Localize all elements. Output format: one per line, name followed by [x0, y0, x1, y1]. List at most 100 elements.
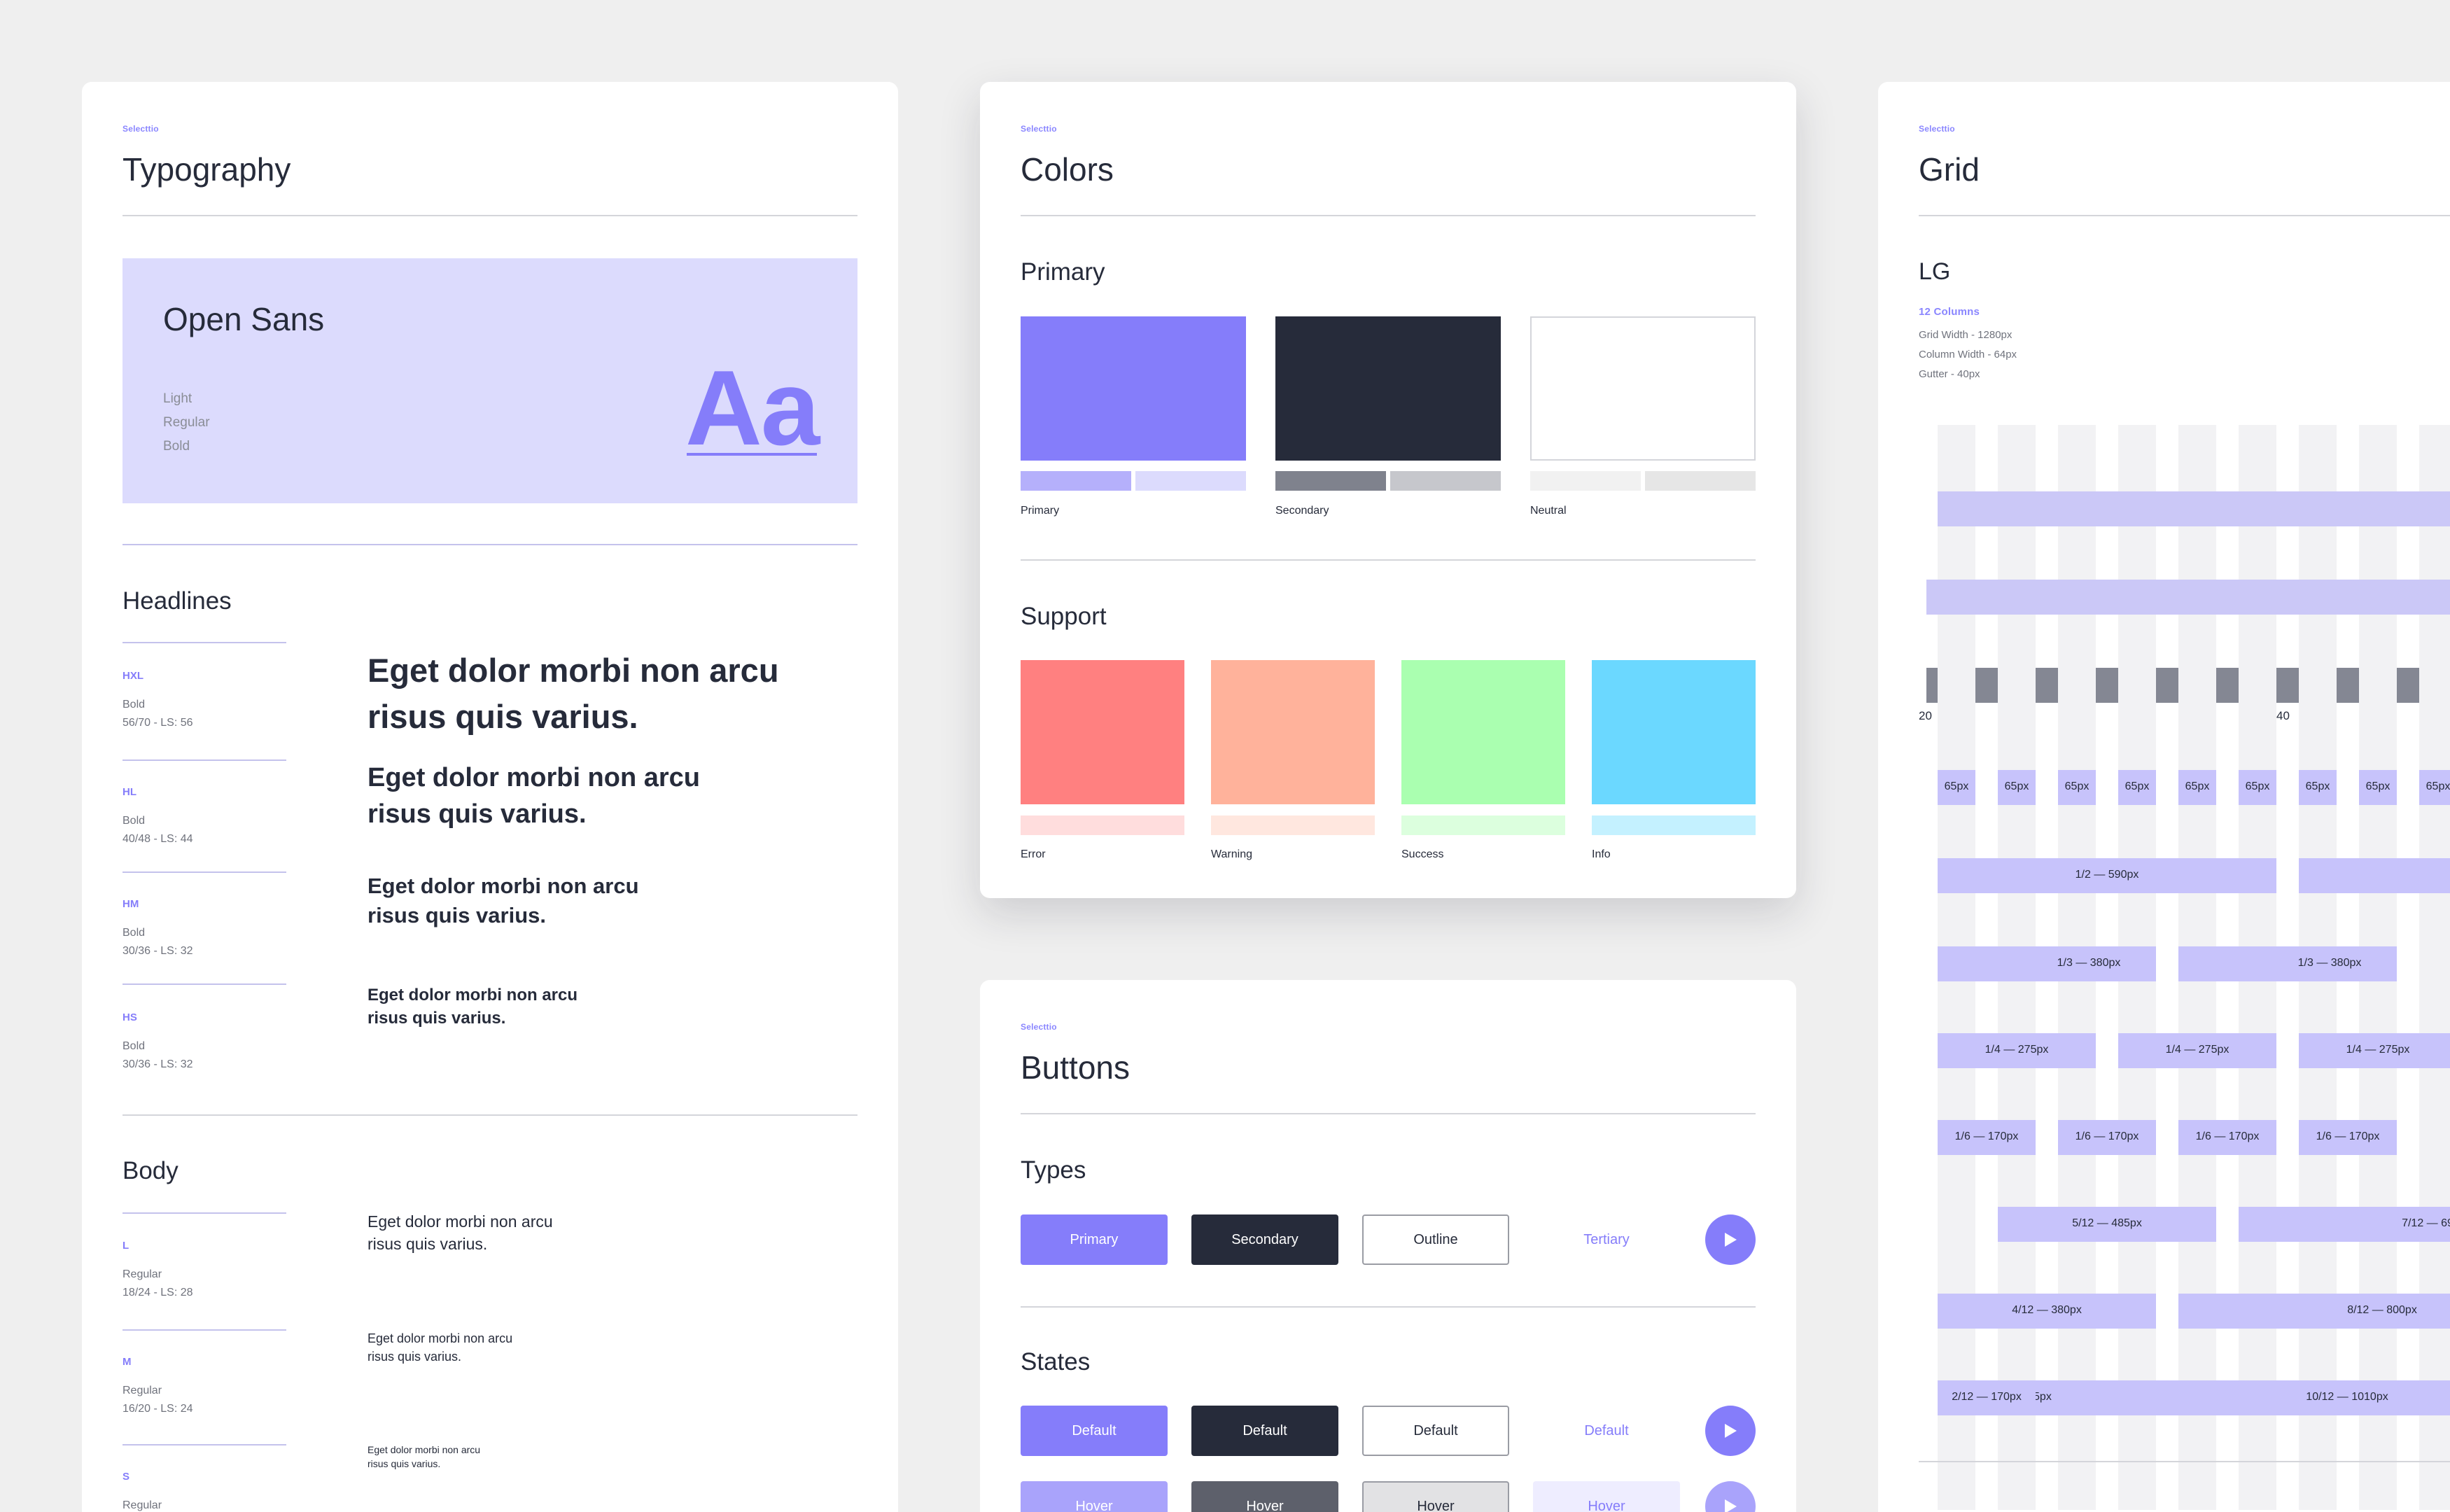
grid-marker-label: 20: [1919, 709, 1932, 722]
breakpoint-title: LG: [1919, 258, 1951, 285]
style-weight: Bold: [122, 927, 146, 939]
outline-button-hover[interactable]: Hover: [1362, 1481, 1509, 1512]
sample-hs: Eget dolor morbi non arcu risus quis var…: [368, 983, 578, 1030]
tint-primary-2: [1135, 471, 1246, 491]
gutter-width: Gutter - 40px: [1919, 368, 1980, 380]
grid-col-label: 65px: [2004, 780, 2029, 792]
grid-sixth: [2299, 1120, 2397, 1155]
divider: [122, 1212, 286, 1214]
primary-button-default[interactable]: Default: [1021, 1406, 1168, 1456]
secondary-button[interactable]: Secondary: [1191, 1214, 1338, 1265]
divider: [122, 215, 858, 216]
grid-10-12: [2058, 1380, 2450, 1415]
grid-gutter-marker: [2397, 668, 2419, 703]
grid-sixth: [1938, 1120, 2036, 1155]
grid-gutter-marker: [2036, 668, 2058, 703]
brand-label: Selecttio: [122, 124, 159, 134]
types-title: Types: [1021, 1156, 1086, 1184]
tertiary-button-default[interactable]: Default: [1584, 1422, 1629, 1438]
style-weight: Regular: [122, 1499, 162, 1511]
sample-line: Eget dolor morbi non arcu: [368, 1212, 553, 1231]
secondary-button-hover[interactable]: Hover: [1191, 1481, 1338, 1512]
primary-button-hover[interactable]: Hover: [1021, 1481, 1168, 1512]
play-button-hover[interactable]: [1705, 1481, 1756, 1512]
divider: [1021, 1306, 1756, 1308]
tint-success: [1401, 816, 1565, 835]
sample-line: risus quis varius.: [368, 903, 546, 927]
grid-columns-visual: 1/1 — 1280px1/1 — 1320px204065px65px65px…: [1878, 82, 2450, 1512]
colors-card: Selecttio Colors Primary Primary Seconda…: [980, 82, 1796, 898]
outline-button-default[interactable]: Default: [1362, 1406, 1509, 1456]
sample-line: risus quis varius.: [368, 1009, 506, 1028]
divider: [122, 760, 286, 761]
sample-body-l: Eget dolor morbi non arcu risus quis var…: [368, 1210, 553, 1255]
grid-col-cell: [2359, 770, 2397, 805]
divider: [122, 1444, 286, 1446]
style-code-hl: HL: [122, 786, 136, 798]
grid-quarter: [2118, 1033, 2276, 1068]
grid-col-cell: [2239, 770, 2276, 805]
tint-secondary-1: [1275, 471, 1386, 491]
grid-4-12: [1938, 1294, 2156, 1329]
grid-col-cell: [2058, 770, 2096, 805]
tertiary-button-hover[interactable]: Hover: [1533, 1481, 1680, 1512]
divider: [1919, 215, 2450, 216]
grid-gutter-marker: [2156, 668, 2178, 703]
grid-quarter-label: 1/4 — 275px: [2346, 1044, 2410, 1056]
style-weight: Regular: [122, 1268, 162, 1280]
style-metrics: 16/20 - LS: 24: [122, 1403, 193, 1415]
grid-col-label: 65px: [2305, 780, 2330, 792]
grid-quarter: [2299, 1033, 2450, 1068]
swatch-success: [1401, 660, 1565, 804]
style-metrics: 56/70 - LS: 56: [122, 717, 193, 729]
play-icon: [1725, 1424, 1737, 1438]
outline-button[interactable]: Outline: [1362, 1214, 1509, 1265]
tint-info: [1592, 816, 1756, 835]
style-code-hs: HS: [122, 1011, 137, 1023]
play-button-default[interactable]: [1705, 1406, 1756, 1456]
divider: [122, 872, 286, 873]
sample-line: Eget dolor morbi non arcu: [368, 652, 779, 689]
divider: [1021, 215, 1756, 216]
brand-label: Selecttio: [1021, 124, 1057, 134]
style-code-l: L: [122, 1240, 130, 1252]
tint-primary-1: [1021, 471, 1131, 491]
secondary-button-default[interactable]: Default: [1191, 1406, 1338, 1456]
swatch-secondary: [1275, 316, 1501, 461]
tertiary-button[interactable]: Tertiary: [1583, 1231, 1630, 1247]
grid-col-cell: [2178, 770, 2216, 805]
states-title: States: [1021, 1348, 1091, 1376]
swatch-label-secondary: Secondary: [1275, 505, 1329, 517]
swatch-label-primary: Primary: [1021, 505, 1060, 517]
grid-gutter-marker: [2276, 668, 2299, 703]
brand-label: Selecttio: [1021, 1022, 1057, 1032]
grid-col-label: 65px: [1944, 780, 1969, 792]
style-weight: Regular: [122, 1385, 162, 1396]
swatch-label-error: Error: [1021, 848, 1046, 860]
divider: [1021, 559, 1756, 561]
buttons-card: Selecttio Buttons Types Primary Secondar…: [980, 980, 1796, 1512]
grid-card: Selecttio Grid LG 12 Columns Grid Width …: [1878, 82, 2450, 1512]
grid-sixth: [2178, 1120, 2276, 1155]
font-specimen-glyph: Aa: [685, 349, 820, 468]
grid-title: Grid: [1919, 151, 1980, 188]
columns-count: 12 Columns: [1919, 306, 1980, 318]
sample-hm: Eget dolor morbi non arcu risus quis var…: [368, 872, 639, 930]
sample-line: risus quis varius.: [368, 799, 587, 829]
tint-neutral-2: [1645, 471, 1756, 491]
sample-line: risus quis varius.: [368, 698, 638, 735]
sample-line: Eget dolor morbi non arcu: [368, 1331, 513, 1345]
grid-sixth-label: 1/6 — 170px: [2195, 1130, 2260, 1142]
grid-col-label: 65px: [2426, 780, 2450, 792]
typography-card: Selecttio Typography Open Sans Light Reg…: [82, 82, 898, 1512]
play-button[interactable]: [1705, 1214, 1756, 1265]
swatch-warning: [1211, 660, 1375, 804]
grid-col-cell: [2419, 770, 2450, 805]
body-title: Body: [122, 1157, 178, 1184]
divider: [122, 1329, 286, 1331]
style-weight: Bold: [122, 699, 146, 710]
headlines-title: Headlines: [122, 587, 232, 615]
grid-2-12-label: 2/12 — 170px: [1952, 1391, 2022, 1403]
primary-button[interactable]: Primary: [1021, 1214, 1168, 1265]
grid-quarter-label: 1/4 — 275px: [2165, 1044, 2230, 1056]
